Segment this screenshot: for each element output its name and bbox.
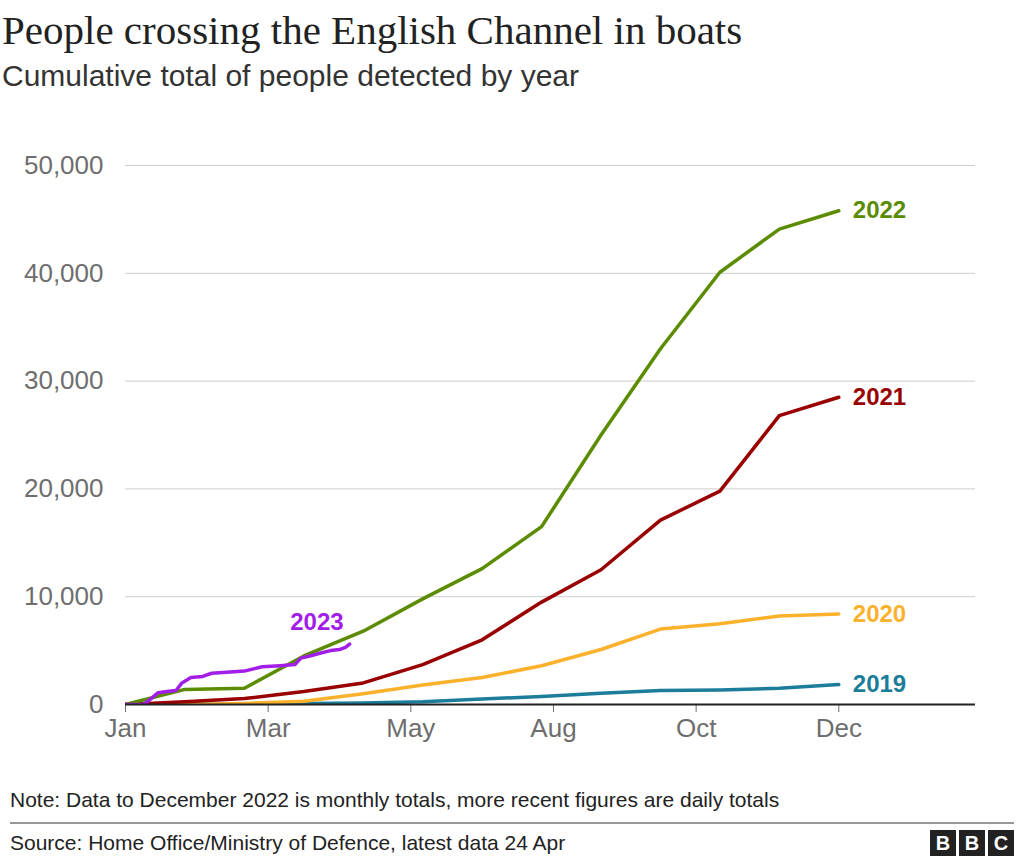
svg-text:30,000: 30,000 — [24, 365, 104, 395]
svg-text:20,000: 20,000 — [24, 473, 104, 503]
html-text:Note: Data to December 2022 is: Note: Data to December 2022 is monthly t… — [10, 788, 780, 811]
svg-text:Jan: Jan — [105, 713, 147, 743]
html-text:Source: Home Office/Ministry o: Source: Home Office/Ministry of Defence,… — [10, 831, 566, 854]
svg-text:Dec: Dec — [816, 713, 862, 743]
html-text:C: C — [993, 832, 1009, 854]
html-text:B: B — [935, 832, 951, 854]
svg-text:2021: 2021 — [853, 383, 906, 410]
svg-text:2020: 2020 — [853, 600, 906, 627]
svg-text:Oct: Oct — [676, 713, 717, 743]
svg-text:2023: 2023 — [290, 608, 343, 635]
svg-text:0: 0 — [89, 689, 103, 719]
html-text:B: B — [964, 832, 980, 854]
svg-text:Mar: Mar — [246, 713, 291, 743]
svg-text:10,000: 10,000 — [24, 581, 104, 611]
svg-text:2022: 2022 — [853, 196, 906, 223]
svg-text:Aug: Aug — [530, 713, 576, 743]
svg-text:40,000: 40,000 — [24, 258, 104, 288]
html-text:People crossing the English Ch: People crossing the English Channel in b… — [2, 7, 743, 53]
svg-text:50,000: 50,000 — [24, 150, 104, 180]
svg-text:2019: 2019 — [853, 670, 906, 697]
html-text:Cumulative total of people det: Cumulative total of people detected by y… — [2, 59, 579, 92]
svg-text:May: May — [386, 713, 435, 743]
